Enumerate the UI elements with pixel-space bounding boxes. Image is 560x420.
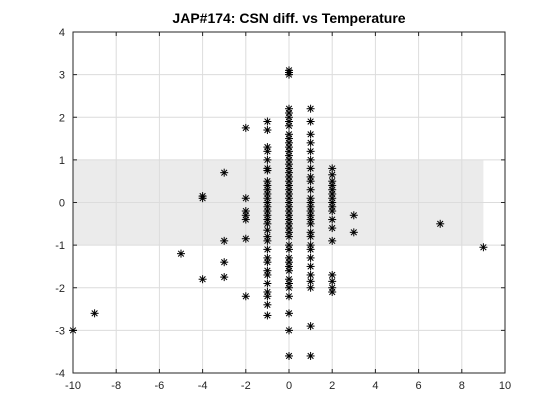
- data-point: [306, 117, 315, 126]
- data-point: [285, 121, 293, 130]
- x-tick-label: 2: [329, 380, 335, 392]
- data-point: [306, 245, 315, 254]
- data-point: [285, 70, 293, 79]
- data-point: [306, 104, 315, 113]
- y-tick-label: 2: [59, 112, 65, 124]
- data-point: [285, 266, 293, 275]
- data-point: [220, 273, 229, 282]
- x-tick-label: -6: [155, 380, 165, 392]
- data-point: [328, 215, 337, 224]
- data-point: [198, 194, 207, 203]
- data-point: [263, 292, 272, 301]
- x-tick-label: 6: [416, 380, 422, 392]
- data-point: [306, 322, 315, 331]
- data-point: [306, 147, 315, 156]
- data-point: [306, 283, 315, 292]
- data-point: [177, 249, 185, 258]
- data-point: [306, 262, 315, 271]
- data-point: [241, 194, 250, 203]
- x-tick-label: 0: [286, 380, 292, 392]
- data-point: [306, 155, 315, 164]
- data-point: [241, 234, 250, 243]
- data-point: [263, 215, 272, 224]
- y-tick-label: -4: [55, 368, 65, 380]
- data-point: [306, 164, 315, 173]
- data-point: [285, 351, 293, 360]
- data-point: [241, 215, 250, 224]
- x-tick-label: 4: [372, 380, 378, 392]
- x-tick-label: 8: [459, 380, 465, 392]
- y-tick-label: -3: [55, 325, 65, 337]
- y-tick-label: 1: [59, 155, 65, 167]
- y-tick-label: 3: [59, 70, 65, 82]
- data-point: [263, 245, 272, 254]
- data-point: [263, 155, 272, 164]
- x-tick-label: -4: [198, 380, 208, 392]
- data-point: [90, 309, 99, 318]
- data-point: [285, 292, 293, 301]
- data-point: [479, 243, 488, 252]
- x-tick-label: -8: [111, 380, 121, 392]
- data-point: [263, 270, 272, 279]
- data-point: [263, 126, 272, 135]
- data-point: [306, 130, 315, 139]
- x-tick-label: -2: [241, 380, 251, 392]
- data-point: [328, 270, 337, 279]
- data-point: [436, 219, 445, 228]
- data-point: [328, 207, 337, 216]
- x-tick-label: -10: [65, 380, 81, 392]
- data-point: [306, 138, 315, 147]
- data-point: [349, 211, 358, 220]
- data-point: [241, 123, 250, 132]
- y-tick-label: -2: [55, 283, 65, 295]
- data-point: [263, 166, 272, 175]
- data-point: [263, 279, 272, 288]
- data-point: [306, 351, 315, 360]
- data-point: [328, 288, 337, 297]
- data-point: [198, 275, 207, 284]
- data-point: [306, 253, 315, 262]
- data-point: [220, 258, 229, 267]
- data-point: [328, 236, 337, 245]
- y-tick-label: 4: [59, 27, 65, 39]
- data-point: [263, 258, 272, 267]
- x-tick-label: 10: [499, 380, 511, 392]
- data-point: [306, 232, 315, 241]
- data-point: [263, 236, 272, 245]
- data-point-layer: [69, 66, 488, 360]
- y-tick-label: -1: [55, 240, 65, 252]
- data-point: [285, 245, 293, 254]
- data-point: [220, 168, 229, 177]
- data-point: [263, 300, 272, 309]
- y-tick-label: 0: [59, 198, 65, 210]
- data-point: [306, 185, 315, 194]
- chart-title: JAP#174: CSN diff. vs Temperature: [172, 10, 405, 26]
- data-point: [263, 311, 272, 320]
- data-point: [306, 219, 315, 228]
- data-point: [306, 177, 315, 186]
- data-point: [220, 236, 229, 245]
- data-point: [241, 292, 250, 301]
- data-point: [328, 224, 337, 233]
- data-point: [285, 309, 293, 318]
- data-point: [285, 283, 293, 292]
- data-point: [263, 147, 272, 156]
- data-point: [263, 117, 272, 126]
- data-point: [285, 326, 293, 335]
- data-point: [285, 232, 293, 241]
- data-point: [349, 228, 358, 237]
- data-point: [69, 326, 77, 335]
